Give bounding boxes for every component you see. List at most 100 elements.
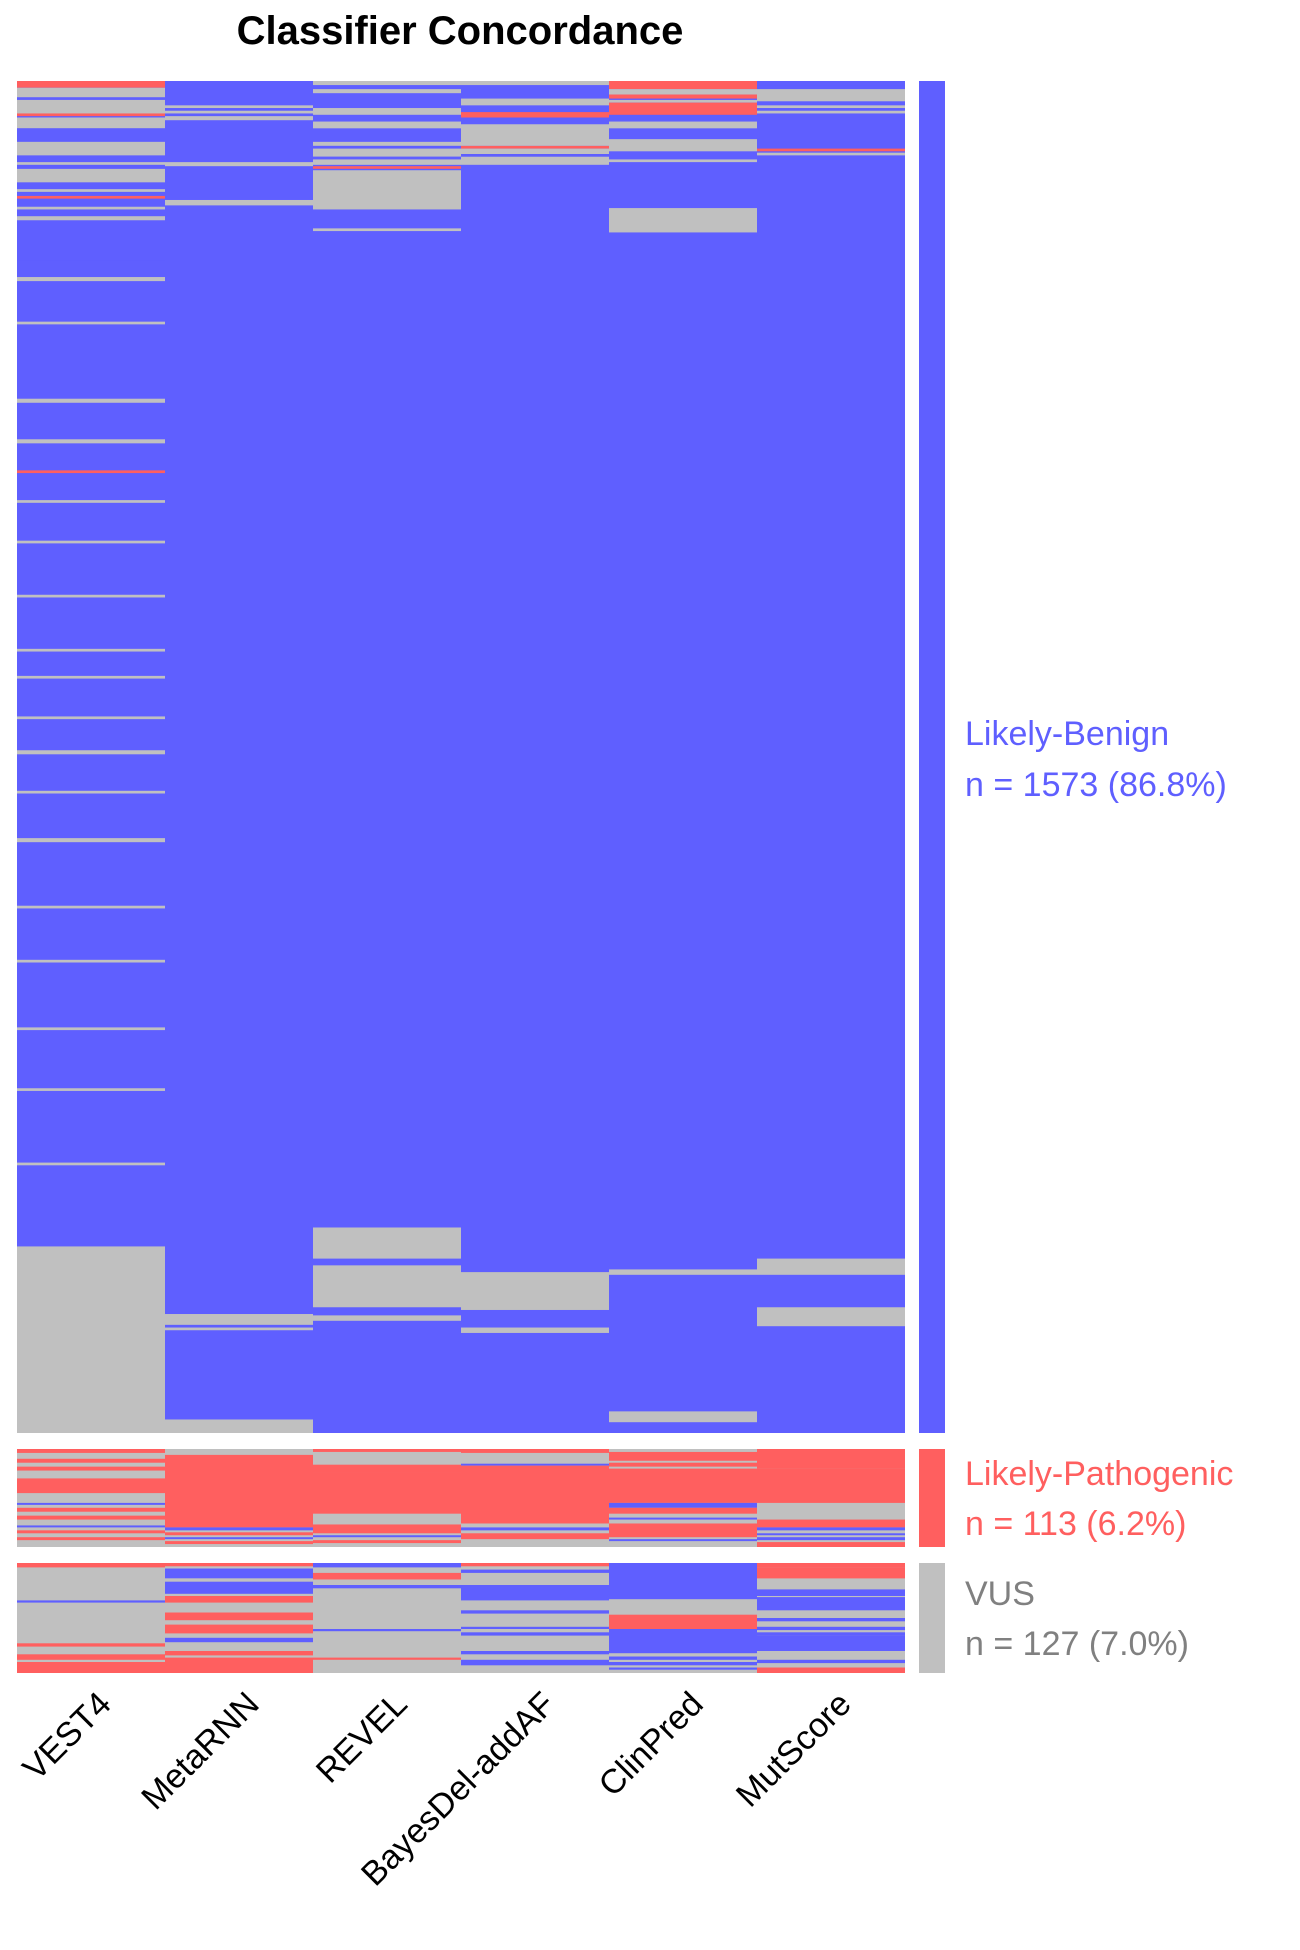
heat-cell-likely-pathogenic-0-4 — [17, 1502, 165, 1505]
heat-cell-vus-3-6 — [461, 1651, 609, 1655]
heat-cell-likely-benign-5-6 — [757, 1258, 905, 1275]
heat-cell-vus-5-1 — [757, 1567, 905, 1579]
heat-cell-likely-benign-0-14 — [17, 260, 165, 264]
heat-cell-vus-4-4 — [609, 1656, 757, 1660]
heat-cell-likely-pathogenic-3-2 — [461, 1465, 609, 1524]
heat-cell-likely-pathogenic-1-3 — [165, 1537, 313, 1540]
group-bar-vus — [919, 1563, 945, 1673]
heat-cell-likely-pathogenic-5-3 — [757, 1527, 905, 1531]
heat-cell-likely-pathogenic-4-4 — [609, 1507, 757, 1514]
heat-cell-vus-2-3 — [313, 1629, 461, 1632]
heat-cell-likely-benign-2-15 — [313, 1315, 461, 1321]
heat-cell-likely-pathogenic-5-4 — [757, 1533, 905, 1536]
heat-cell-likely-pathogenic-2-3 — [313, 1524, 461, 1534]
heat-cell-likely-benign-4-7 — [609, 159, 757, 163]
heat-cell-vus-1-9 — [165, 1657, 313, 1673]
heat-cell-likely-benign-2-8 — [313, 159, 461, 165]
heat-cell-vus-5-6 — [757, 1632, 905, 1636]
heat-cell-likely-benign-3-4 — [461, 145, 609, 149]
heat-cell-likely-benign-2-14 — [313, 1265, 461, 1308]
heat-cell-likely-pathogenic-0-3 — [17, 1478, 165, 1494]
group-count-likely-benign: n = 1573 (86.8%) — [965, 766, 1227, 804]
heat-cell-vus-5-3 — [757, 1597, 905, 1611]
heat-cell-likely-benign-0-10 — [17, 189, 165, 192]
heat-cell-likely-benign-0-26 — [17, 750, 165, 755]
chart-title: Classifier Concordance — [237, 9, 684, 53]
heat-cell-likely-benign-0-17 — [17, 398, 165, 403]
heat-cell-likely-benign-1-7 — [165, 1327, 313, 1331]
heat-cell-likely-benign-5-0 — [757, 81, 905, 86]
group-label-likely-pathogenic: Likely-Pathogenic — [965, 1455, 1233, 1493]
heat-cell-vus-5-2 — [757, 1589, 905, 1596]
heat-cell-likely-benign-4-4 — [609, 102, 757, 115]
heat-cell-vus-3-7 — [461, 1659, 609, 1666]
heat-cell-likely-benign-4-2 — [609, 94, 757, 99]
heat-cell-likely-benign-2-4 — [313, 141, 461, 146]
heat-cell-likely-benign-0-16 — [17, 321, 165, 325]
heat-cell-likely-benign-0-1 — [17, 87, 165, 129]
heat-cell-vus-1-6 — [165, 1624, 313, 1634]
heat-cell-likely-benign-0-base — [17, 81, 165, 1433]
heat-cell-likely-benign-0-33 — [17, 1162, 165, 1166]
heat-cell-likely-benign-3-9 — [461, 1327, 609, 1333]
heat-cell-likely-benign-3-5 — [461, 148, 609, 155]
heat-cell-likely-benign-4-6 — [609, 139, 757, 152]
heat-cell-likely-benign-3-6 — [461, 154, 609, 157]
heat-cell-likely-benign-0-13 — [17, 216, 165, 221]
heat-cell-likely-benign-0-31 — [17, 1027, 165, 1031]
heat-cell-likely-benign-4-9 — [609, 1269, 757, 1275]
heat-cell-vus-2-4 — [313, 1657, 461, 1660]
heat-cell-likely-pathogenic-4-5 — [609, 1517, 757, 1520]
heat-cell-likely-pathogenic-5-2 — [757, 1519, 905, 1528]
heat-cell-vus-0-4 — [17, 1662, 165, 1673]
heat-cell-likely-benign-3-3 — [461, 124, 609, 146]
heat-cell-vus-5-8 — [757, 1659, 905, 1664]
heat-cell-vus-1-8 — [165, 1651, 313, 1656]
heat-cell-likely-benign-0-18 — [17, 439, 165, 444]
heat-cell-likely-benign-1-4 — [165, 162, 313, 167]
heat-cell-likely-pathogenic-2-5 — [313, 1540, 461, 1544]
heat-cell-vus-3-0 — [461, 1563, 609, 1567]
heat-cell-vus-5-0 — [757, 1563, 905, 1568]
heat-cell-likely-benign-1-5 — [165, 199, 313, 206]
heat-cell-likely-pathogenic-3-4 — [461, 1533, 609, 1540]
heat-cell-likely-pathogenic-0-6 — [17, 1515, 165, 1520]
heat-cell-likely-pathogenic-1-0 — [165, 1454, 313, 1528]
heat-cell-vus-4-2 — [609, 1614, 757, 1629]
heat-cell-likely-benign-1-6 — [165, 1314, 313, 1325]
heat-cell-vus-4-3 — [609, 1629, 757, 1654]
heat-cell-likely-pathogenic-0-1 — [17, 1458, 165, 1463]
heat-cell-vus-5-5 — [757, 1626, 905, 1631]
heat-cell-likely-benign-2-10 — [313, 168, 461, 171]
heat-cell-vus-3-3 — [461, 1610, 609, 1614]
heat-cell-likely-benign-2-11 — [313, 170, 461, 210]
group-count-vus: n = 127 (7.0%) — [965, 1625, 1189, 1663]
heat-cell-likely-benign-0-15 — [17, 277, 165, 282]
heat-cell-likely-benign-4-3 — [609, 99, 757, 103]
heat-cell-likely-benign-0-12 — [17, 206, 165, 210]
heat-cell-likely-benign-4-1 — [609, 89, 757, 95]
heat-cell-likely-benign-0-20 — [17, 500, 165, 503]
heat-cell-likely-benign-0-27 — [17, 790, 165, 794]
heat-cell-likely-benign-4-0 — [609, 81, 757, 90]
heat-cell-vus-2-2 — [313, 1585, 461, 1589]
heat-cell-likely-benign-0-28 — [17, 838, 165, 843]
heat-cell-likely-benign-3-0 — [461, 81, 609, 86]
heat-cell-likely-benign-0-21 — [17, 540, 165, 544]
heat-cell-vus-2-0 — [313, 1563, 461, 1568]
x-tick-revel: REVEL — [309, 1685, 415, 1791]
heat-cell-likely-benign-0-7 — [17, 162, 165, 165]
heat-cell-likely-benign-0-25 — [17, 716, 165, 720]
heat-cell-likely-pathogenic-0-5 — [17, 1507, 165, 1512]
heat-cell-vus-3-2 — [461, 1585, 609, 1601]
heat-cell-likely-pathogenic-4-6 — [609, 1523, 757, 1538]
heat-cell-likely-benign-2-0 — [313, 81, 461, 86]
heat-cell-likely-benign-1-3 — [165, 116, 313, 121]
heat-cell-likely-benign-3-2 — [461, 112, 609, 118]
heat-cell-likely-benign-5-1 — [757, 89, 905, 102]
heat-cell-likely-benign-0-22 — [17, 594, 165, 598]
heat-cell-likely-pathogenic-5-0 — [757, 1449, 905, 1469]
heat-cell-likely-pathogenic-1-2 — [165, 1532, 313, 1536]
heat-cell-likely-pathogenic-0-2 — [17, 1466, 165, 1471]
